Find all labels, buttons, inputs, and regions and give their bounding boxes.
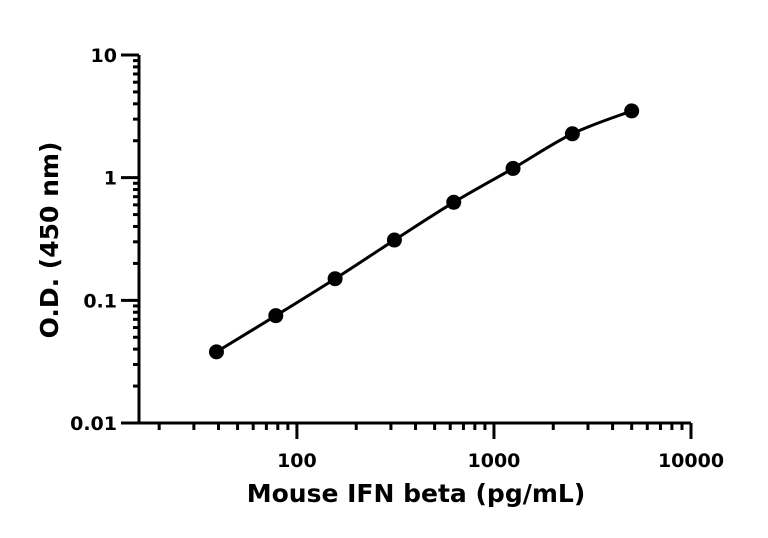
axes: 0.01 0.1 1 10 100 1000 10000 [70, 45, 724, 472]
data-point [564, 126, 580, 142]
x-axis-label: Mouse IFN beta (pg/mL) [247, 479, 586, 508]
y-axis-label: O.D. (450 nm) [35, 142, 64, 339]
data-point [208, 344, 224, 360]
data-point [386, 232, 402, 248]
y-tick-label: 0.01 [70, 413, 117, 435]
y-tick-label: 0.1 [83, 290, 117, 312]
plot-area [208, 103, 640, 360]
data-point [505, 160, 521, 176]
data-point [327, 271, 343, 287]
x-tick-label: 10000 [658, 450, 724, 472]
data-point [268, 308, 284, 324]
data-point [446, 194, 462, 210]
x-tick-label: 1000 [468, 450, 521, 472]
y-tick-label: 1 [104, 168, 117, 190]
y-tick-label: 10 [91, 45, 117, 67]
data-point [624, 103, 640, 119]
x-tick-label: 100 [277, 450, 317, 472]
